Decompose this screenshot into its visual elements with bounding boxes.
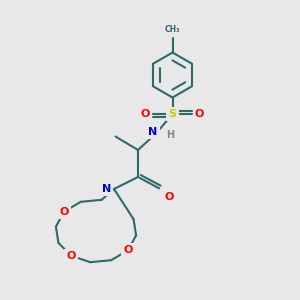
Text: S: S (169, 109, 176, 119)
Text: N: N (102, 184, 111, 194)
Text: O: O (141, 109, 150, 119)
Text: CH₃: CH₃ (165, 26, 180, 34)
Text: O: O (66, 251, 76, 261)
Text: N: N (148, 127, 158, 137)
Text: O: O (59, 207, 69, 217)
Text: H: H (167, 130, 175, 140)
Text: O: O (165, 192, 174, 202)
Text: O: O (123, 245, 133, 255)
Text: O: O (195, 109, 204, 119)
